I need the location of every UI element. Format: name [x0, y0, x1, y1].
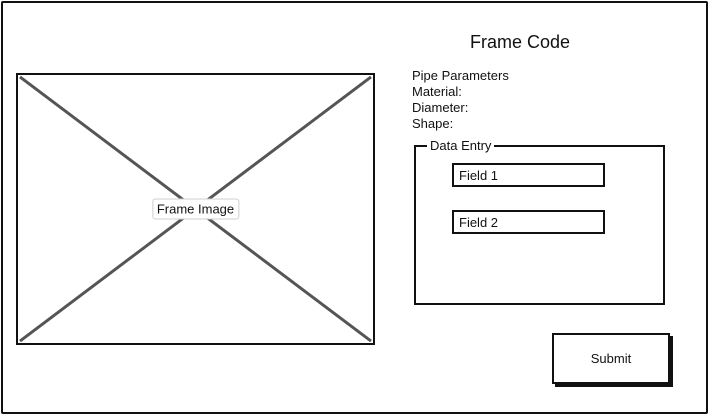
window-frame [1, 1, 708, 414]
frame-image-placeholder: Frame Image [16, 73, 375, 345]
frame-image-label: Frame Image [151, 198, 240, 220]
field-1-input[interactable] [452, 163, 605, 187]
page-title: Frame Code [469, 32, 571, 52]
pipe-parameters-section: Pipe Parameters Material: Diameter: Shap… [412, 68, 509, 132]
field-2-input[interactable] [452, 210, 605, 234]
data-entry-fieldset: Data Entry [414, 138, 665, 305]
pipe-parameters-heading: Pipe Parameters [412, 68, 509, 83]
submit-button[interactable]: Submit [552, 333, 670, 384]
data-entry-legend: Data Entry [427, 138, 495, 154]
shape-label: Shape: [412, 116, 454, 131]
diameter-label: Diameter: [412, 100, 469, 115]
material-label: Material: [412, 84, 462, 99]
